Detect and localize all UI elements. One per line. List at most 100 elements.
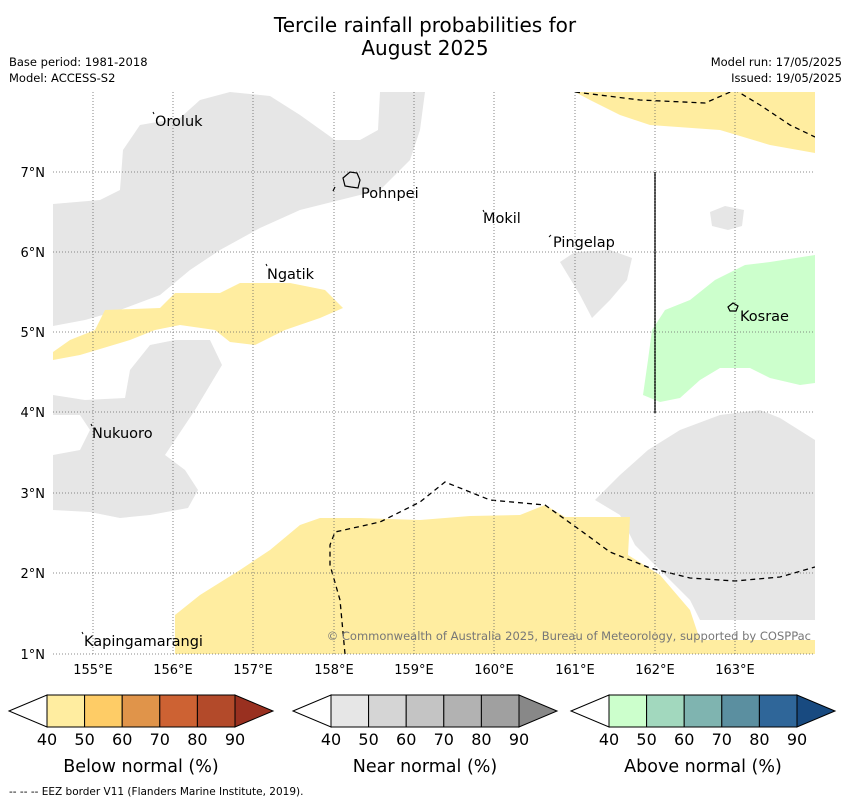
place-label-pohnpei: Pohnpei	[361, 186, 419, 202]
place-markers	[81, 111, 552, 635]
x-tick-label: 158°E	[314, 663, 354, 678]
colorbar-cell	[405, 694, 445, 728]
y-tick-labels: 7°N 6°N 5°N 4°N 3°N 2°N 1°N	[21, 166, 46, 663]
x-tick-label: 157°E	[233, 663, 273, 678]
colorbar-cell	[758, 694, 798, 728]
header-left-info: Base period: 1981-2018 Model: ACCESS-S2	[9, 54, 148, 86]
map-area	[53, 92, 815, 654]
colorbar-cell	[646, 694, 685, 728]
colorbar-1: 40 50 60 70 80 90 Below normal (%)	[7, 694, 275, 777]
y-tick-label: 6°N	[21, 246, 46, 261]
x-tick-label: 155°E	[73, 663, 113, 678]
colorbar-tick-label: 90	[509, 730, 529, 749]
colorbar-cell	[330, 694, 370, 728]
y-tick-label: 5°N	[21, 326, 46, 341]
colorbar-min-extension	[7, 694, 48, 728]
x-tick-label: 161°E	[555, 663, 595, 678]
model-text: Model: ACCESS-S2	[9, 71, 116, 85]
place-label-mokil: Mokil	[483, 211, 521, 227]
x-tick-label: 163°E	[715, 663, 755, 678]
eez-border-south	[329, 481, 815, 654]
kosrae-island-outline	[727, 302, 739, 312]
colorbar-cell	[46, 694, 86, 728]
colorbar-tick-label: 90	[787, 730, 807, 749]
place-label-oroluk: Oroluk	[155, 114, 203, 130]
y-tick-label: 7°N	[21, 166, 46, 181]
issued-text: Issued: 19/05/2025	[731, 71, 842, 85]
colorbar-title: Above normal (%)	[624, 757, 782, 777]
colorbar-tick-label: 50	[358, 730, 378, 749]
above-normal-region-kosrae	[643, 255, 815, 402]
colorbar-cell	[159, 694, 198, 728]
colorbar-3: 40 50 60 70 80 90 Above normal (%)	[569, 694, 837, 777]
colorbar-cell	[608, 694, 648, 728]
chart-title: Tercile rainfall probabilities for Augus…	[0, 14, 850, 60]
title-line-2: August 2025	[361, 36, 489, 60]
colorbar-cell	[84, 694, 123, 728]
copyright-text: © Commonwealth of Australia 2025, Bureau…	[327, 629, 811, 643]
colorbar-tick-label: 40	[599, 730, 619, 749]
below-normal-region-south	[175, 505, 815, 654]
place-label-kapingamarangi: Kapingamarangi	[84, 634, 203, 650]
colorbar-2: 40 50 60 70 80 90 Near normal (%)	[291, 694, 559, 777]
x-tick-label: 162°E	[635, 663, 675, 678]
place-label-ngatik: Ngatik	[267, 267, 315, 283]
pohnpei-atoll-mark	[332, 186, 336, 192]
colorbar-tick-label: 70	[150, 730, 170, 749]
near-normal-region-small	[710, 206, 744, 230]
colorbar-max-extension	[518, 694, 559, 728]
colorbar-tick-label: 80	[749, 730, 769, 749]
colorbar-cell	[683, 694, 723, 728]
colorbar-min-extension	[291, 694, 332, 728]
colorbar-cell	[368, 694, 407, 728]
colorbar-tick-label: 50	[636, 730, 656, 749]
colorbar-tick-label: 70	[712, 730, 732, 749]
colorbar-tick-label: 40	[321, 730, 341, 749]
x-tick-label: 160°E	[474, 663, 514, 678]
near-normal-region-west	[53, 340, 222, 518]
colorbar-tick-label: 70	[434, 730, 454, 749]
base-period-text: Base period: 1981-2018	[9, 55, 148, 69]
y-tick-label: 1°N	[21, 648, 46, 663]
colorbar-tick-label: 80	[471, 730, 491, 749]
colorbar-tick-label: 80	[187, 730, 207, 749]
x-tick-label: 159°E	[394, 663, 434, 678]
y-tick-label: 3°N	[21, 487, 46, 502]
pohnpei-island-outline	[342, 171, 361, 189]
colorbar-tick-label: 40	[37, 730, 57, 749]
below-normal-region-ngatik	[53, 283, 343, 360]
place-label-pingelap: Pingelap	[553, 235, 615, 251]
eez-border-north	[574, 92, 815, 138]
below-normal-region-northeast	[575, 92, 815, 153]
near-normal-region-pingelap	[560, 250, 632, 318]
colorbar-cell	[443, 694, 482, 728]
x-tick-labels: 155°E 156°E 157°E 158°E 159°E 160°E 161°E 162°E…	[73, 663, 755, 678]
colorbar-tick-label: 60	[112, 730, 132, 749]
title-line-1: Tercile rainfall probabilities for	[273, 13, 577, 37]
near-normal-region-southeast	[595, 410, 815, 620]
colorbar-tick-label: 50	[74, 730, 94, 749]
colorbar-title: Below normal (%)	[63, 757, 218, 777]
gridlines	[53, 92, 815, 655]
footer-note: -- -- -- EEZ border V11 (Flanders Marine…	[9, 786, 304, 798]
colorbar-cell	[480, 694, 520, 728]
place-labels: Oroluk Pohnpei Mokil Pingelap Ngatik Kos…	[84, 114, 789, 650]
colorbar-cell	[196, 694, 236, 728]
colorbar-cell	[121, 694, 161, 728]
place-label-kosrae: Kosrae	[740, 309, 789, 325]
colorbar-min-extension	[569, 694, 610, 728]
place-label-nukuoro: Nukuoro	[92, 426, 153, 442]
x-tick-label: 156°E	[153, 663, 193, 678]
near-normal-region-north	[53, 92, 425, 326]
colorbar-tick-label: 60	[674, 730, 694, 749]
model-run-text: Model run: 17/05/2025	[710, 55, 842, 69]
colorbar-max-extension	[234, 694, 275, 728]
colorbar-max-extension	[796, 694, 837, 728]
y-tick-label: 4°N	[21, 406, 46, 421]
y-tick-label: 2°N	[21, 567, 46, 582]
colorbar-title: Near normal (%)	[353, 757, 498, 777]
colorbar-cell	[721, 694, 760, 728]
colorbar-legends: 40 50 60 70 80 90 Below normal (%) 40 50 60 70 80 90…	[7, 694, 837, 777]
colorbar-tick-label: 60	[396, 730, 416, 749]
